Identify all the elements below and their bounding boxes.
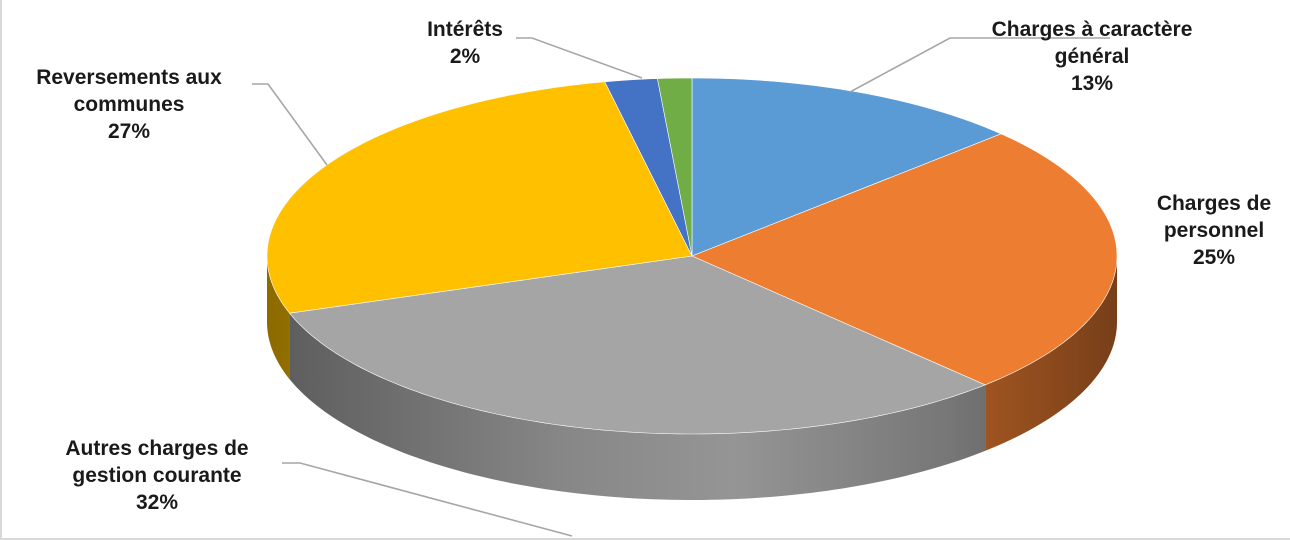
pie-slice-4 — [604, 78, 693, 257]
percent-label-4: 2% — [450, 45, 481, 68]
leader-line-4 — [516, 37, 643, 79]
pie-side-2 — [289, 313, 986, 500]
data-label-3: Reversements aux communes 27% — [36, 66, 222, 143]
category-label-3: communes — [74, 93, 185, 116]
data-labels: Charges à caractère général 13% Charges de p… — [36, 18, 1271, 514]
pie-tops — [266, 77, 1118, 435]
data-label-0: Charges à caractère général 13% — [992, 18, 1193, 95]
leader-line-0 — [849, 37, 1110, 93]
category-label-2: Autres charges de — [65, 437, 248, 460]
pie-slice-5 — [657, 77, 693, 257]
pie-side-1 — [985, 256, 1117, 451]
category-label-1: personnel — [1164, 219, 1264, 242]
category-label-1: Charges de — [1157, 192, 1271, 215]
leader-line-2 — [282, 462, 573, 537]
data-label-1: Charges de personnel 25% — [1157, 192, 1271, 269]
leader-lines — [252, 37, 1110, 537]
pie-slice-0 — [691, 77, 1002, 257]
percent-label-0: 13% — [1071, 72, 1113, 95]
leader-line-3 — [252, 83, 328, 166]
percent-label-1: 25% — [1193, 246, 1235, 269]
category-label-0: général — [1055, 45, 1130, 68]
percent-label-3: 27% — [108, 120, 150, 143]
data-label-2: Autres charges de gestion courante 32% — [65, 437, 248, 514]
category-label-2: gestion courante — [72, 464, 241, 487]
pie-slice-1 — [691, 133, 1118, 386]
percent-label-2: 32% — [136, 491, 178, 514]
data-label-4: Intérêts 2% — [427, 18, 503, 68]
pie-slice-3 — [266, 81, 693, 314]
category-label-0: Charges à caractère — [992, 18, 1193, 41]
pie-slice-2 — [288, 255, 986, 435]
pie-side-3 — [267, 256, 290, 380]
category-label-4: Intérêts — [427, 18, 503, 41]
category-label-3: Reversements aux — [36, 66, 222, 89]
